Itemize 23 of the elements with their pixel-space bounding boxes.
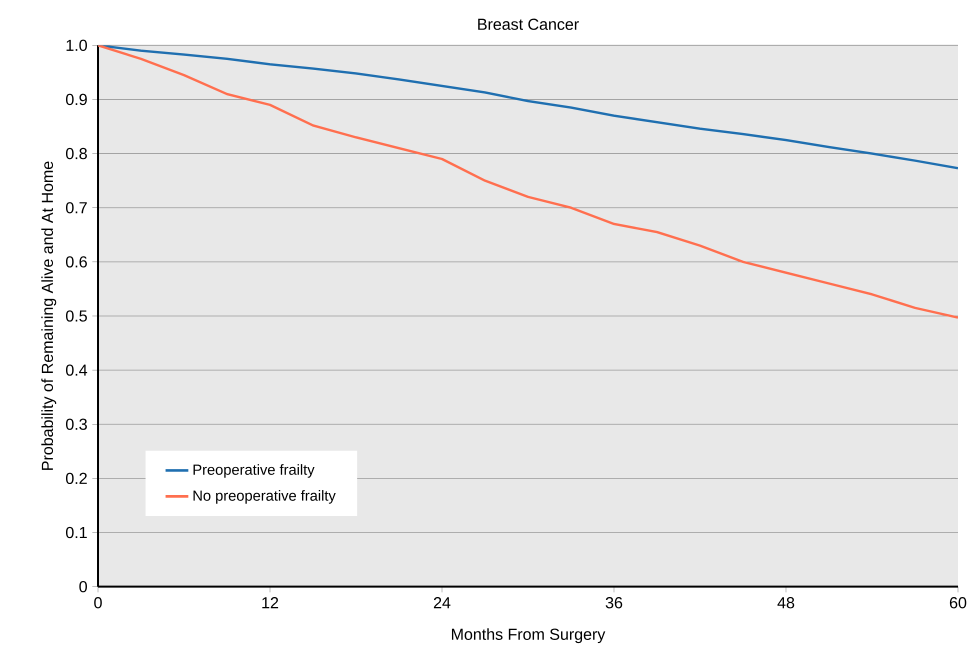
legend-label: Preoperative frailty xyxy=(194,464,315,478)
x-axis-title: Months From Surgery xyxy=(452,628,606,644)
y-axis-title: Probability of Remaining Alive and At Home xyxy=(41,162,56,470)
x-tick-label: 24 xyxy=(434,597,450,608)
y-tick-label: 0.9 xyxy=(66,94,87,106)
x-tick-label: 60 xyxy=(950,597,966,608)
y-tick-label: 0 xyxy=(79,580,87,592)
y-tick-label: 0.1 xyxy=(66,526,87,538)
x-tick-label: 36 xyxy=(606,597,622,608)
y-tick-label: 0.4 xyxy=(66,364,88,376)
y-tick-label: 0.3 xyxy=(66,418,87,430)
y-tick-label: 0.2 xyxy=(66,472,87,484)
y-tick-label: 0.6 xyxy=(66,256,87,268)
chart-title: Breast Cancer xyxy=(478,18,579,30)
y-tick-label: 0.8 xyxy=(66,148,87,160)
y-tick-label: 0.7 xyxy=(66,202,87,214)
legend-label: No preoperative frailty xyxy=(194,490,336,504)
y-tick-label: 1.0 xyxy=(66,40,87,51)
x-tick-label: 12 xyxy=(262,597,278,608)
x-tick-label: 0 xyxy=(94,597,102,608)
y-tick-label: 0.5 xyxy=(66,310,87,322)
x-tick-label: 48 xyxy=(777,597,794,608)
line-series xyxy=(98,45,958,319)
